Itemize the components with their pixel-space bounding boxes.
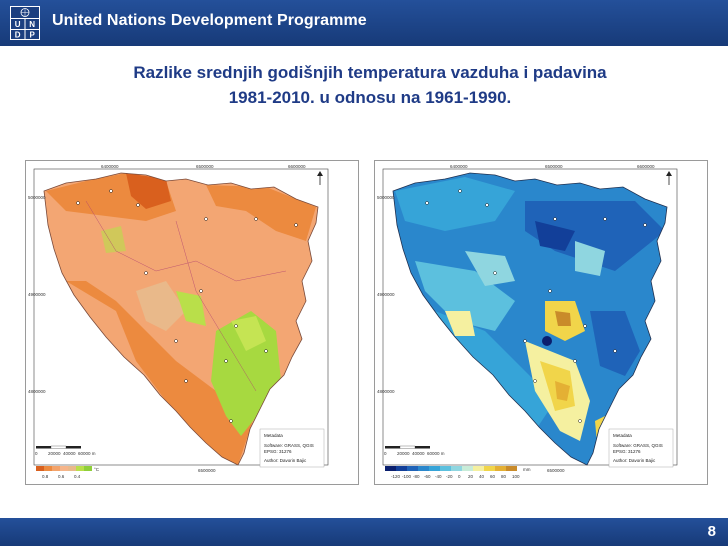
legend-swatch-0 [36,466,44,471]
city-markers [425,189,647,423]
entity-boundary [85,200,287,282]
scale-bar: 0 20000 40000 60000 m [35,445,96,456]
grid-label-side-3: 4800000 [377,389,395,394]
country-border [43,172,319,466]
scale-label-3: 60000 m [427,451,445,456]
country-border [392,172,668,466]
grid-label-top-2: 6500000 [545,164,563,169]
organization-name: United Nations Development Programme [52,12,367,29]
legend-swatch-11 [506,466,517,471]
legend-label-1: 0.6 [58,474,65,479]
grid-label-top-2: 6500000 [196,164,214,169]
legend-swatch-5 [440,466,451,471]
legend-swatch-1 [396,466,407,471]
scale-label-0: 0 [384,451,387,456]
page-number: 8 [707,523,716,540]
legend-label-2: -80 [413,474,420,479]
legend-label-2: 0.4 [74,474,81,479]
precipitation-difference-map: 6400000 6500000 6600000 6500000 5000000 … [374,160,708,485]
scale-label-2: 40000 [412,451,425,456]
metadata-title: Metadata [613,433,632,438]
legend-swatch-10 [495,466,506,471]
grid-label-side-1: 5000000 [377,195,395,200]
legend-swatch-1 [44,466,52,471]
map-frame [382,168,678,466]
city-markers [76,189,298,423]
undp-logo: U N D P [10,6,40,40]
grid-label-bottom: 6500000 [547,468,565,473]
header-bar: U N D P United Nations Development Progr… [0,0,728,46]
scale-label-3: 60000 m [78,451,96,456]
legend-swatch-6 [451,466,462,471]
legend-swatch-6 [84,466,92,471]
legend-swatch-2 [52,466,60,471]
temperature-legend: 0.8 0.6 0.4 °C [36,466,100,479]
legend-swatch-5 [76,466,84,471]
logo-letter-u: U [15,20,21,29]
scale-label-0: 0 [35,451,38,456]
metadata-author: Author: Davorin Bajic [613,458,656,463]
logo-letter-d: D [15,31,21,40]
legend-swatch-8 [473,466,484,471]
scale-label-1: 20000 [48,451,61,456]
legend-label-5: -20 [446,474,453,479]
north-arrow-icon [666,171,672,185]
metadata-title: Metadata [264,433,283,438]
legend-label-0: 0.8 [42,474,49,479]
grid-label-side-2: 4900000 [28,292,46,297]
grid-label-top-1: 6400000 [101,164,119,169]
slide-title-line2: 1981-2010. u odnosu na 1961-1990. [228,88,512,107]
precipitation-legend: -120 -100 -80 -60 -40 -20 0 20 40 60 80 … [385,466,531,479]
metadata-software: Software: GRASS, QGIS [264,443,314,448]
metadata-box: Metadata Software: GRASS, QGIS EPSG: 312… [259,428,325,468]
legend-swatch-9 [484,466,495,471]
grid-label-side-2: 4900000 [377,292,395,297]
map-frame [33,168,329,466]
grid-label-side-3: 4800000 [28,389,46,394]
legend-swatch-0 [385,466,396,471]
grid-label-top-3: 6600000 [637,164,655,169]
slide-title: Razlike srednjih godišnjih temperatura v… [60,60,680,110]
scale-bar: 0 20000 40000 60000 m [384,445,445,456]
north-arrow-icon [317,171,323,185]
legend-swatch-4 [429,466,440,471]
legend-swatch-3 [60,466,68,471]
legend-unit: °C [94,467,100,472]
legend-label-11: 100 [512,474,520,479]
metadata-epsg: EPSG: 31276 [613,449,641,454]
legend-label-4: -40 [435,474,442,479]
grid-label-side-1: 5000000 [28,195,46,200]
legend-swatch-3 [418,466,429,471]
logo-letter-p: P [30,31,36,40]
scale-label-1: 20000 [397,451,410,456]
metadata-box: Metadata Software: GRASS, QGIS EPSG: 312… [608,428,674,468]
legend-swatch-4 [68,466,76,471]
metadata-author: Author: Davorin Bajic [264,458,307,463]
legend-label-7: 20 [468,474,474,479]
metadata-epsg: EPSG: 31276 [264,449,292,454]
scale-label-2: 40000 [63,451,76,456]
legend-swatch-7 [462,466,473,471]
legend-unit: mm [523,467,531,472]
grid-label-top-3: 6600000 [288,164,306,169]
footer-bar: 8 [0,518,728,546]
legend-swatch-2 [407,466,418,471]
legend-label-8: 40 [479,474,485,479]
logo-letter-n: N [29,20,35,29]
legend-label-3: -60 [424,474,431,479]
legend-label-1: -100 [402,474,412,479]
metadata-software: Software: GRASS, QGIS [613,443,663,448]
legend-label-9: 60 [490,474,496,479]
legend-label-0: -120 [391,474,401,479]
slide-title-line1: Razlike srednjih godišnjih temperatura v… [133,63,607,82]
temperature-difference-map: 6400000 6500000 6600000 6500000 5000000 … [25,160,359,485]
legend-label-10: 80 [501,474,507,479]
grid-label-top-1: 6400000 [450,164,468,169]
legend-label-6: 0 [458,474,461,479]
grid-label-bottom: 6500000 [198,468,216,473]
